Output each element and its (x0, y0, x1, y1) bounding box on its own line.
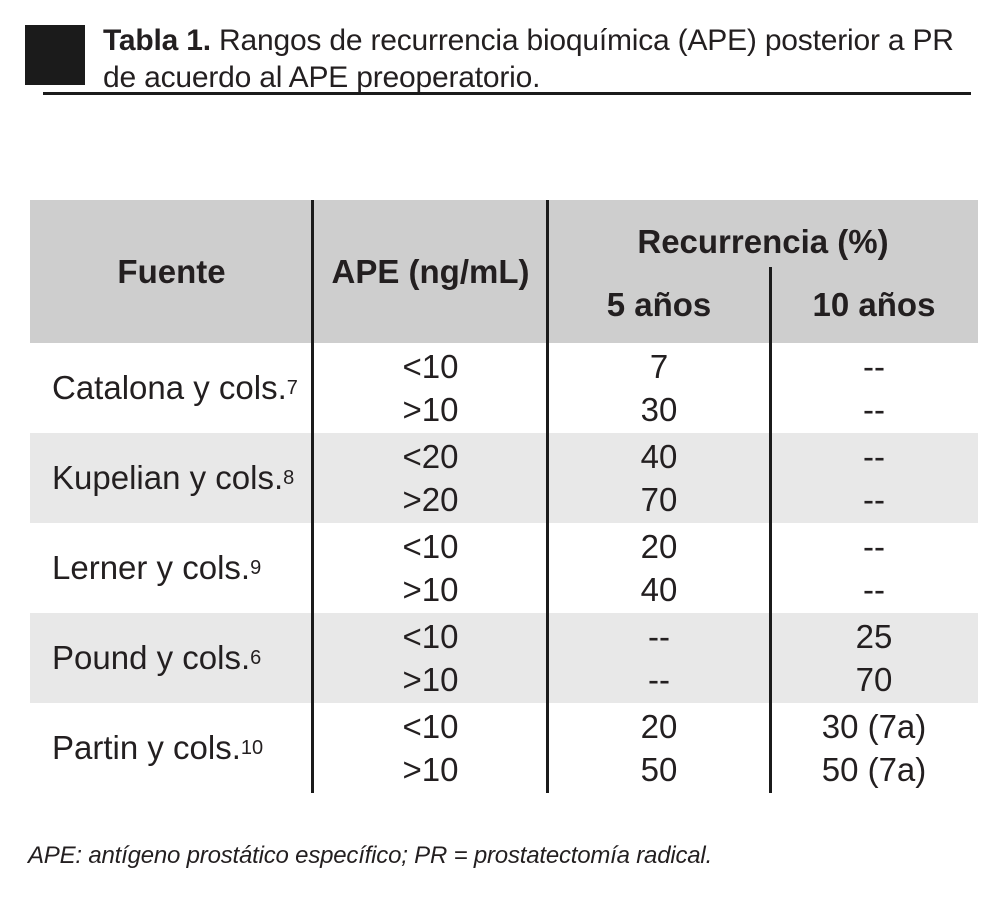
ape-cell: <10 >10 (313, 613, 548, 703)
recurrence-value: 40 (640, 571, 678, 608)
recurrence-value: 25 (855, 618, 893, 655)
recurrence-value: -- (648, 661, 670, 698)
recurrencia-subheaders: 5 años 10 años (548, 267, 978, 343)
recurrence-5y-cell: 20 40 (548, 523, 770, 613)
footnote: APE: antígeno prostático específico; PR … (28, 842, 713, 869)
recurrence-value: 70 (855, 661, 893, 698)
ape-value: >10 (402, 751, 459, 788)
caption-square-marker (25, 25, 85, 85)
recurrence-10y-cell: -- -- (770, 343, 978, 433)
table-row: Catalona y cols. 7 <10 >10 7 30 -- -- (30, 343, 978, 433)
table-row: Pound y cols. 6 <10 >10 -- -- 25 70 (30, 613, 978, 703)
data-table: Fuente APE (ng/mL) Recurrencia (%) 5 año… (30, 200, 978, 793)
recurrence-10y-cell: 25 70 (770, 613, 978, 703)
recurrence-value: 50 (640, 751, 678, 788)
source-name: Partin y cols. (52, 729, 241, 766)
recurrence-value: -- (863, 481, 885, 518)
ape-cell: <20 >20 (313, 433, 548, 523)
recurrence-value: -- (648, 618, 670, 655)
ape-value: <10 (402, 528, 459, 565)
ape-value: >10 (402, 661, 459, 698)
table-caption: Tabla 1. Rangos de recurrencia bioquímic… (103, 22, 993, 96)
column-header-recurrencia: Recurrencia (%) (637, 223, 889, 260)
recurrence-5y-cell: 40 70 (548, 433, 770, 523)
table-row: Partin y cols. 10 <10 >10 20 50 30 (7a) 5… (30, 703, 978, 793)
recurrence-value: 7 (649, 348, 669, 385)
source-name: Pound y cols. (52, 639, 251, 676)
ape-cell: <10 >10 (313, 343, 548, 433)
ape-cell: <10 >10 (313, 703, 548, 793)
fuente-cell: Kupelian y cols. 8 (52, 459, 295, 496)
column-header-fuente: Fuente (117, 252, 226, 290)
recurrence-value: -- (863, 571, 885, 608)
column-divider (546, 200, 549, 793)
recurrence-5y-cell: 20 50 (548, 703, 770, 793)
ape-value: <10 (402, 348, 459, 385)
table-row: Kupelian y cols. 8 <20 >20 40 70 -- -- (30, 433, 978, 523)
recurrence-value: 50 (7a) (821, 751, 927, 788)
recurrence-value: 20 (640, 528, 678, 565)
column-header-ape: APE (ng/mL) (331, 252, 530, 290)
recurrence-value: -- (863, 528, 885, 565)
fuente-cell: Lerner y cols. 9 (52, 549, 262, 586)
column-group-recurrencia: Recurrencia (%) 5 años 10 años (548, 200, 978, 343)
recurrence-5y-cell: 7 30 (548, 343, 770, 433)
source-name: Catalona y cols. (52, 369, 287, 406)
recurrence-5y-cell: -- -- (548, 613, 770, 703)
recurrence-value: -- (863, 391, 885, 428)
table-row: Lerner y cols. 9 <10 >10 20 40 -- -- (30, 523, 978, 613)
source-name: Kupelian y cols. (52, 459, 284, 496)
ape-value: >10 (402, 391, 459, 428)
recurrence-value: -- (863, 348, 885, 385)
column-header-5-anos: 5 años (606, 286, 712, 323)
recurrence-10y-cell: 30 (7a) 50 (7a) (770, 703, 978, 793)
caption-rule (43, 92, 971, 95)
recurrence-value: 20 (640, 708, 678, 745)
source-name: Lerner y cols. (52, 549, 251, 586)
recurrence-value: 40 (640, 438, 678, 475)
recurrence-10y-cell: -- -- (770, 523, 978, 613)
fuente-cell: Catalona y cols. 7 (52, 369, 298, 406)
recurrence-value: 30 (640, 391, 678, 428)
fuente-cell: Pound y cols. 6 (52, 639, 262, 676)
recurrence-value: 30 (7a) (821, 708, 927, 745)
recurrence-10y-cell: -- -- (770, 433, 978, 523)
recurrence-value: -- (863, 438, 885, 475)
column-divider (311, 200, 314, 793)
caption-label: Tabla 1. (103, 24, 211, 57)
ape-value: <20 (402, 438, 459, 475)
ape-value: <10 (402, 708, 459, 745)
caption-body: Rangos de recurrencia bioquímica (APE) p… (103, 24, 954, 94)
subcolumn-divider (769, 267, 772, 793)
ape-value: >20 (402, 481, 459, 518)
recurrence-value: 70 (640, 481, 678, 518)
fuente-cell: Partin y cols. 10 (52, 729, 264, 766)
ape-value: >10 (402, 571, 459, 608)
table-header-row: Fuente APE (ng/mL) Recurrencia (%) 5 año… (30, 200, 978, 343)
ape-cell: <10 >10 (313, 523, 548, 613)
column-header-10-anos: 10 años (812, 286, 936, 323)
ape-value: <10 (402, 618, 459, 655)
